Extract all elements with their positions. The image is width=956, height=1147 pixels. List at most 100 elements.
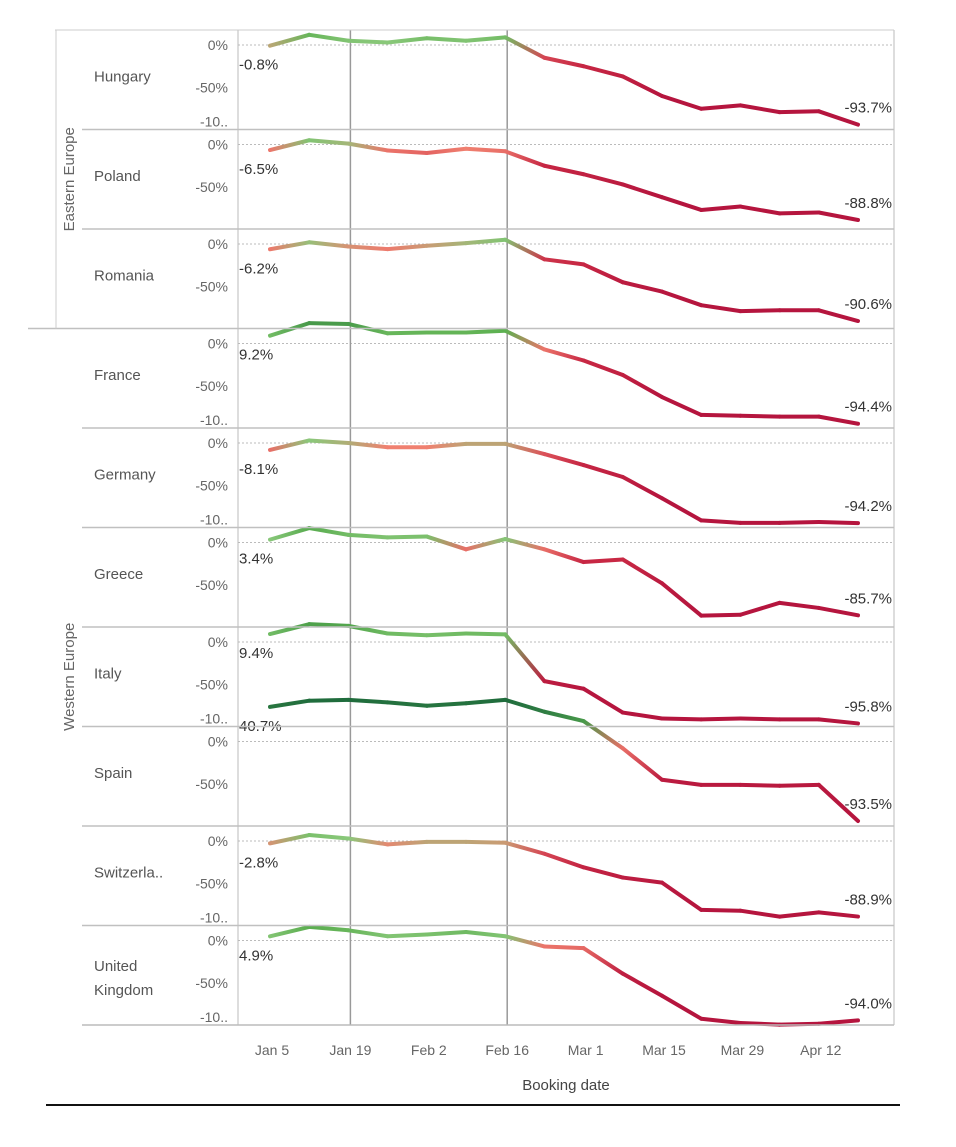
series-line-segment <box>660 777 704 787</box>
first-value-label: -0.8% <box>239 57 278 74</box>
series-line-segment <box>660 993 704 1021</box>
series-line-segment <box>385 534 429 540</box>
series-line-segment <box>307 697 351 703</box>
series-line-segment <box>581 64 625 79</box>
last-value-label: -94.0% <box>844 995 892 1012</box>
series-line-segment <box>464 537 508 552</box>
series-line-segment <box>542 547 586 565</box>
series-line-segment <box>542 452 586 468</box>
x-tick-label: Jan 19 <box>329 1042 371 1058</box>
series-line-segment <box>699 204 743 212</box>
series-line-segment <box>620 746 664 782</box>
y-tick-label: -50% <box>195 378 228 394</box>
last-value-label: -93.7% <box>844 100 892 117</box>
series-line-segment <box>581 358 625 377</box>
series-line-segment <box>542 257 586 267</box>
x-tick-label: Feb 16 <box>485 1042 529 1058</box>
series-line-segment <box>346 836 390 847</box>
first-value-label: 4.9% <box>239 947 273 964</box>
series-line-segment <box>738 413 782 419</box>
series-line-segment <box>307 924 351 933</box>
series-line-segment <box>424 36 468 43</box>
series-line-segment <box>503 328 547 352</box>
series-line-segment <box>268 924 312 939</box>
y-tick-label: -50% <box>195 80 228 96</box>
series-line-segment <box>816 910 860 919</box>
group-label: Eastern Europe <box>61 127 78 231</box>
series-line-segment <box>816 414 860 426</box>
x-tick-label: Mar 1 <box>568 1042 604 1058</box>
series-line-segment <box>503 237 547 262</box>
x-tick-label: Apr 12 <box>800 1042 841 1058</box>
series-line-segment <box>738 908 782 919</box>
first-value-label: 9.4% <box>239 645 273 662</box>
series-line-segment <box>424 631 468 638</box>
series-line-segment <box>620 875 664 885</box>
series-line-segment <box>738 600 782 617</box>
country-label: United <box>94 958 137 975</box>
y-tick-label: -50% <box>195 279 228 295</box>
series-line-segment <box>464 839 508 845</box>
series-line-segment <box>346 38 390 45</box>
series-line-segment <box>307 240 351 249</box>
country-label: Poland <box>94 168 141 185</box>
series-line-segment <box>385 700 429 708</box>
series-line-segment <box>307 32 351 43</box>
series-line-segment <box>503 934 547 949</box>
series-line-segment <box>699 303 743 314</box>
series-line-segment <box>620 372 664 400</box>
series-line-segment <box>307 438 351 445</box>
series-line-segment <box>424 701 468 708</box>
last-value-label: -93.5% <box>844 796 892 813</box>
series-line-segment <box>699 907 743 913</box>
x-tick-label: Feb 2 <box>411 1042 447 1058</box>
series-line-segment <box>581 865 625 880</box>
y-tick-label: -10.. <box>200 711 228 727</box>
series-line-segment <box>777 910 821 919</box>
y-tick-label: -50% <box>195 975 228 991</box>
series-line-segment <box>777 520 821 525</box>
series-line-segment <box>385 148 429 155</box>
first-value-label: -6.5% <box>239 161 278 178</box>
series-line-segment <box>660 94 704 111</box>
series-line-segment <box>268 138 312 153</box>
series-line-segment <box>464 35 508 43</box>
y-tick-label: 0% <box>208 933 228 949</box>
series-line-segment <box>503 537 547 552</box>
series-line-segment <box>660 195 704 212</box>
data-labels: -0.8% -93.7% -6.5% -88.8% -6.2% -90.6% 9.2% -94… <box>239 57 892 1013</box>
series-line-segment <box>385 839 429 847</box>
series-line-segment <box>424 146 468 155</box>
series-line-segment <box>307 321 351 326</box>
series-line-segment <box>542 55 586 69</box>
series-line-segment <box>816 717 860 726</box>
series-line-segment <box>777 600 821 610</box>
gridlines <box>238 44 894 941</box>
series-line-segment <box>738 103 782 115</box>
series-line-segment <box>424 241 468 248</box>
last-value-label: -94.2% <box>844 498 892 515</box>
country-label: Romania <box>94 268 155 285</box>
y-tick-label: 0% <box>208 236 228 252</box>
series-line-segment <box>346 532 390 540</box>
series-line-segment <box>660 395 704 417</box>
first-value-label: -2.8% <box>239 854 278 871</box>
series-line-segment <box>699 518 743 525</box>
series-line-segment <box>503 441 547 457</box>
series-line-segment <box>542 709 586 724</box>
series-line-segment <box>620 971 664 998</box>
country-label: Greece <box>94 566 143 583</box>
series-line-segment <box>268 240 312 252</box>
series-line-segment <box>346 928 390 939</box>
series-line-segment <box>464 328 508 335</box>
y-tick-label: -50% <box>195 776 228 792</box>
series-line-segment <box>816 605 860 618</box>
series-line-segment <box>777 109 821 115</box>
series-line-segment <box>307 833 351 841</box>
y-tick-label: 0% <box>208 535 228 551</box>
series-line-segment <box>816 520 860 526</box>
series-line-segment <box>660 496 704 523</box>
series-line-segment <box>307 526 351 537</box>
series-line-segment <box>816 109 860 127</box>
y-tick-label: -10.. <box>200 114 228 130</box>
